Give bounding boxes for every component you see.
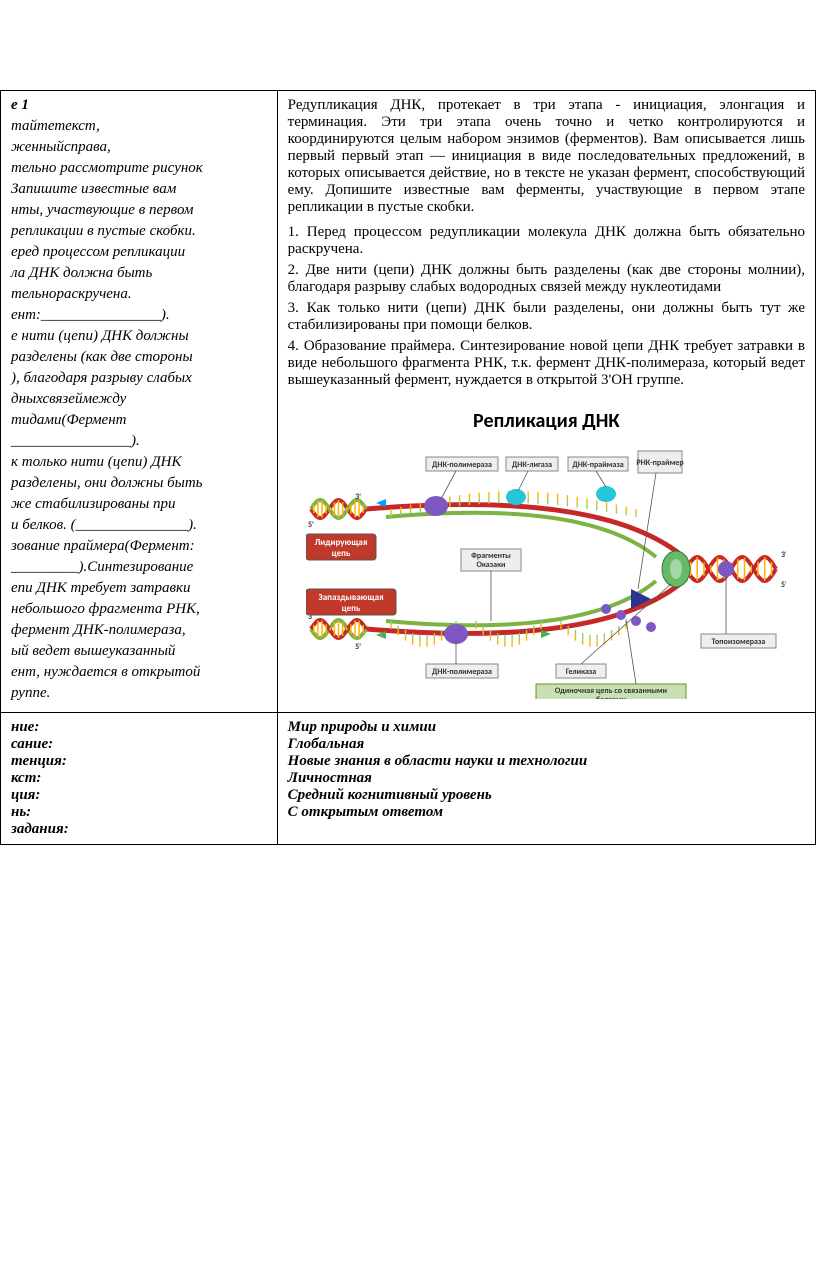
text: между (82, 391, 126, 407)
svg-text:3': 3' (781, 550, 786, 560)
meta-value: С открытым ответом (288, 804, 805, 821)
text: ент, нуждается в открытой (11, 664, 267, 681)
svg-text:РНК-праймер: РНК-праймер (637, 458, 685, 468)
svg-text:цепь: цепь (332, 548, 351, 559)
text: же стабилизированы при (11, 496, 267, 513)
svg-text:Топоизомераза: Топоизомераза (712, 637, 766, 647)
text: репликации в пустые скобки. (11, 223, 267, 240)
step-2: 2. Две нити (цепи) ДНК должны быть разде… (288, 262, 805, 296)
svg-text:Лидирующая: Лидирующая (315, 537, 368, 548)
meta-value: Средний когнитивный уровень (288, 787, 805, 804)
text: дных (11, 391, 42, 407)
meta-row: ние: сание: тенция: кст: ция: нь: задани… (1, 713, 816, 845)
text: епи ДНК требует затравки (11, 580, 267, 597)
diagram-container: Репликация ДНК 3'5'3'5'3'5'ДНК-полимераз… (288, 409, 805, 699)
text: _________).Синтезирование (11, 559, 267, 576)
meta-value: Мир природы и химии (288, 719, 805, 736)
text: фермент ДНК-полимераза, (11, 622, 267, 639)
meta-values: Мир природы и химии Глобальная Новые зна… (277, 713, 815, 845)
text: текст, (54, 118, 100, 134)
svg-text:ДНК-праймаза: ДНК-праймаза (573, 460, 624, 470)
meta-label: тенция: (11, 753, 267, 770)
meta-label: ция: (11, 787, 267, 804)
svg-text:белками: белками (596, 695, 626, 699)
text: тайте (11, 118, 54, 134)
text: (Фермент (62, 412, 127, 428)
meta-label: кст: (11, 770, 267, 787)
meta-value: Личностная (288, 770, 805, 787)
text: руппе. (11, 685, 267, 702)
text: справа, (64, 139, 111, 155)
svg-text:ДНК-полимераза: ДНК-полимераза (432, 460, 492, 470)
text: тельно (11, 286, 56, 302)
text: ________________). (11, 433, 267, 450)
svg-text:Запаздывающая: Запаздывающая (319, 592, 384, 603)
page: е 1 тайтетекст, женныйсправа, тельно рас… (0, 0, 816, 845)
text: Запишите известные вам (11, 181, 267, 198)
text: зование праймера(Фермент: (11, 538, 267, 555)
text: и белков. (_______________). (11, 517, 267, 534)
text: разделены, они должны быть (11, 475, 267, 492)
intro-text: Редупликация ДНК, протекает в три этапа … (288, 97, 805, 216)
diagram-title: Репликация ДНК (288, 409, 805, 433)
svg-text:3': 3' (355, 492, 361, 502)
text: тельно рассмотрите рисунок (11, 160, 267, 177)
svg-text:ДНК-лигаза: ДНК-лигаза (512, 460, 552, 470)
svg-text:5': 5' (355, 642, 361, 652)
left-column: е 1 тайтетекст, женныйсправа, тельно рас… (1, 91, 278, 713)
step-3: 3. Как только нити (цепи) ДНК были разде… (288, 300, 805, 334)
svg-text:Оказаки: Оказаки (477, 560, 506, 570)
step-1: 1. Перед процессом редупликации молекула… (288, 224, 805, 258)
meta-labels: ние: сание: тенция: кст: ция: нь: задани… (1, 713, 278, 845)
step-4: 4. Образование праймера. Синтезирование … (288, 338, 805, 389)
document-table: е 1 тайтетекст, женныйсправа, тельно рас… (0, 90, 816, 845)
task-number: е 1 (11, 97, 267, 114)
text: раскручена. (56, 286, 131, 302)
svg-text:ДНК-полимераза: ДНК-полимераза (432, 667, 492, 677)
svg-text:цепь: цепь (342, 603, 361, 614)
meta-value: Глобальная (288, 736, 805, 753)
meta-label: ние: (11, 719, 267, 736)
meta-label: сание: (11, 736, 267, 753)
dna-replication-diagram: 3'5'3'5'3'5'ДНК-полимеразаДНК-лигазаДНК-… (306, 439, 786, 699)
text: ла ДНК должна быть (11, 265, 267, 282)
svg-text:Геликаза: Геликаза (566, 667, 597, 677)
meta-label: нь: (11, 804, 267, 821)
text: еред процессом репликации (11, 244, 267, 261)
text: разделены (как две стороны (11, 349, 267, 366)
text: женный (11, 139, 64, 155)
svg-text:5': 5' (308, 520, 314, 530)
text: ый ведет вышеуказанный (11, 643, 267, 660)
text: ент:________________). (11, 307, 267, 324)
svg-text:5': 5' (781, 580, 786, 590)
text: небольшого фрагмента РНК, (11, 601, 267, 618)
text: к только нити (цепи) ДНК (11, 454, 267, 471)
text: ), благодаря разрыву слабых (11, 370, 267, 387)
text: тидами (11, 412, 62, 428)
text: связей (42, 391, 82, 407)
right-column: Редупликация ДНК, протекает в три этапа … (277, 91, 815, 713)
text: нты, участвующие в первом (11, 202, 267, 219)
text: е нити (цепи) ДНК должны (11, 328, 267, 345)
meta-value: Новые знания в области науки и технологи… (288, 753, 805, 770)
meta-label: задания: (11, 821, 267, 838)
